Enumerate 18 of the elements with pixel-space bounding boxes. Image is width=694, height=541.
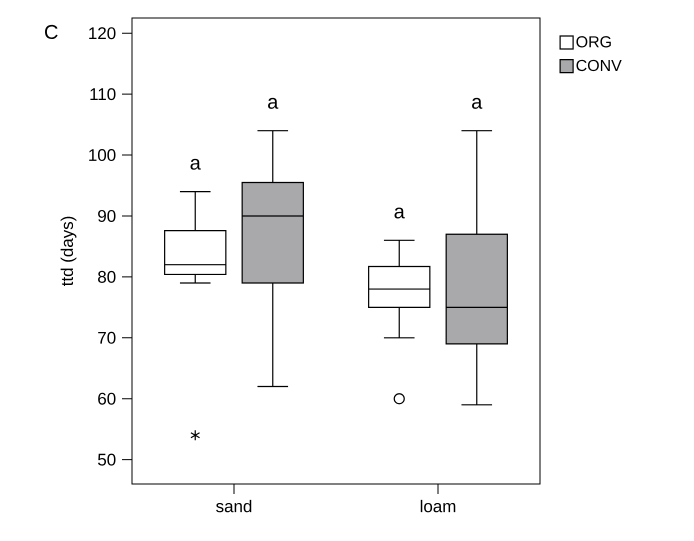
y-tick-label: 50 <box>98 454 116 466</box>
legend-label: ORG <box>576 36 611 48</box>
y-tick-label: 70 <box>98 332 116 344</box>
y-axis-title: ttd (days) <box>60 216 76 286</box>
x-tick-label: loam <box>420 500 456 512</box>
annotation: a <box>268 98 278 109</box>
text: C <box>45 24 58 40</box>
y-tick-label: 80 <box>98 270 116 283</box>
y-tick-label: 90 <box>98 210 116 222</box>
annotation: a <box>190 158 201 170</box>
annotation: a <box>472 98 482 109</box>
y-tick-label: 100 <box>89 149 116 162</box>
y-tick-label: 110 <box>90 88 116 100</box>
y-tick-label: 60 <box>98 392 116 405</box>
annotation: a <box>394 208 405 218</box>
y-tick-label: 120 <box>89 27 116 40</box>
x-tick-label: sand <box>216 500 252 512</box>
legend-label: CONV <box>576 60 622 72</box>
